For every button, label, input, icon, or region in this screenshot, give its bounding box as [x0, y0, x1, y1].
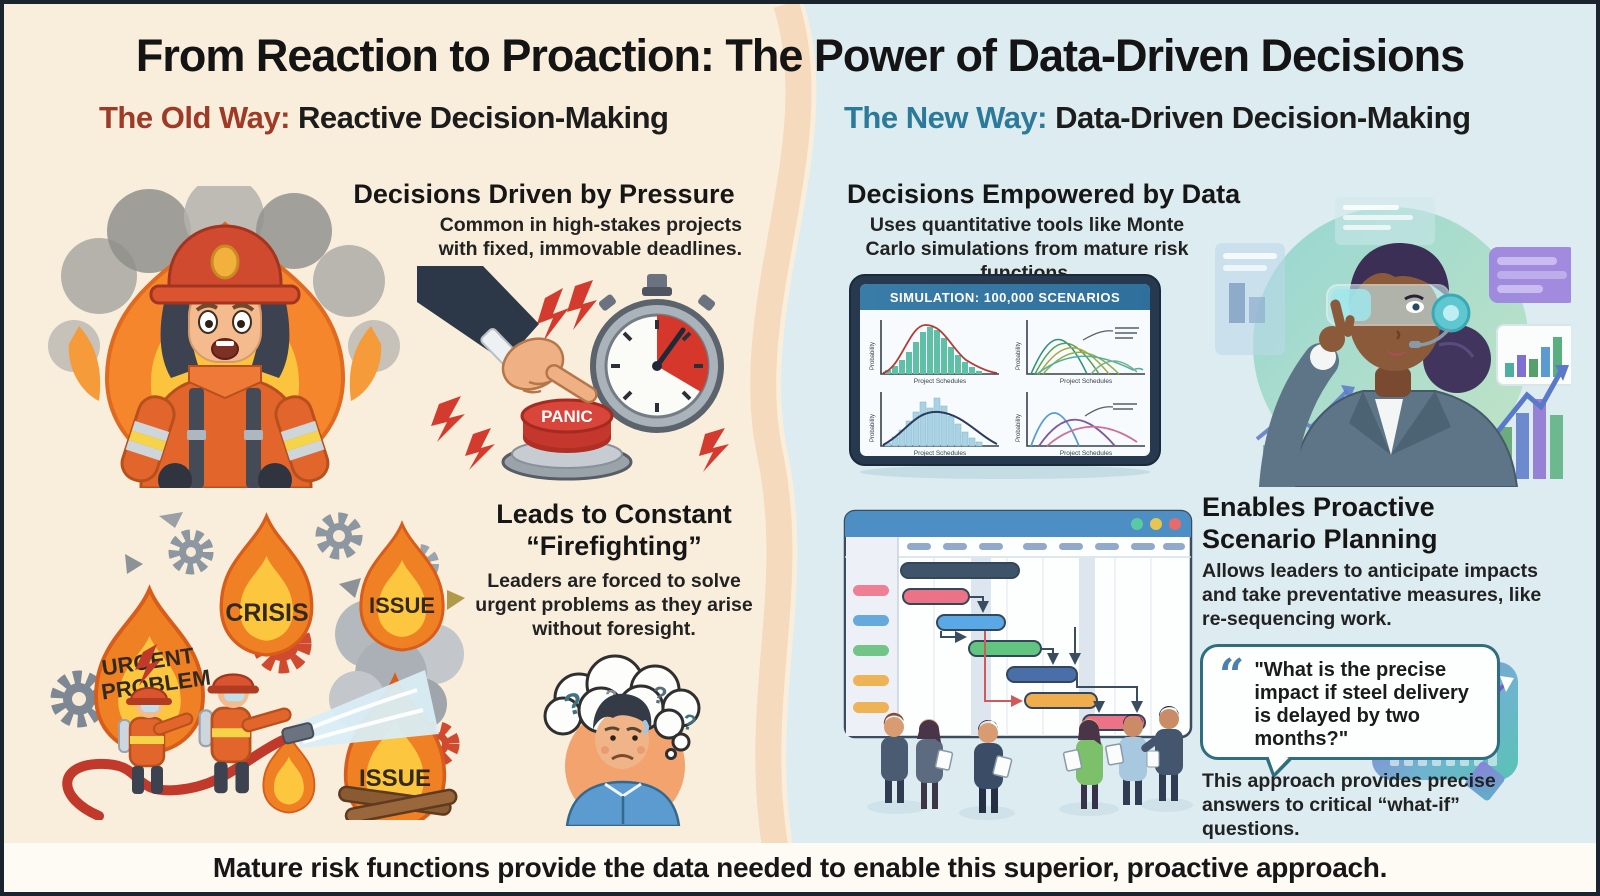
pointing-hand-icon	[417, 266, 598, 404]
old-way-heading-rest: Reactive Decision-Making	[289, 100, 669, 135]
footer-banner: Mature risk functions provide the data n…	[4, 843, 1596, 892]
window-minimize-icon[interactable]	[1131, 518, 1143, 530]
density-curves-chart: Probability Project Schedules	[1016, 392, 1145, 457]
svg-text:?: ?	[680, 709, 699, 737]
firefighting-scene-illustration: URGENT PROBLEM CRISIS ISSUE ISSUE	[50, 512, 465, 820]
histogram-chart: Probability Project Schedules	[870, 392, 999, 457]
panic-button-label: PANIC	[541, 407, 593, 426]
firefighting-body: Leaders are forced to solve urgent probl…	[475, 570, 753, 640]
scenario-curves-chart: Probability Project Schedules	[1016, 320, 1145, 385]
firefighter-figure	[118, 673, 292, 794]
old-way-heading: The Old Way: Reactive Decision-Making	[99, 100, 669, 136]
team-figures	[867, 705, 1193, 820]
holo-panel-icon	[1215, 197, 1435, 355]
proactive-title: Enables Proactive Scenario Planning	[1202, 492, 1438, 555]
quote-note: This approach provides precise answers t…	[1202, 770, 1496, 840]
quote-icon: “	[1219, 650, 1245, 701]
simulation-tablet-illustration: SIMULATION: 100,000 SCENARIOS Probabilit…	[849, 274, 1161, 479]
holo-bar-chart-icon	[1496, 324, 1571, 386]
stopwatch-icon	[590, 274, 724, 433]
quote-text: "What is the precise impact if steel del…	[1254, 659, 1469, 750]
pressure-body: Common in high-stakes projects with fixe…	[438, 214, 742, 260]
window-close-icon[interactable]	[1169, 518, 1181, 530]
new-way-heading-accent: The New Way:	[844, 100, 1048, 135]
flame-icon	[219, 514, 314, 657]
panic-button-illustration: PANIC	[417, 266, 729, 481]
svg-text:Probability: Probability	[1016, 342, 1022, 370]
svg-text:ISSUE: ISSUE	[369, 593, 435, 618]
pressure-title: Decisions Driven by Pressure	[353, 179, 735, 209]
histogram-chart: Probability Project Schedules	[870, 320, 999, 385]
quote-bubble: “ "What is the precise impact if steel d…	[1200, 644, 1500, 760]
svg-text:ISSUE: ISSUE	[359, 765, 431, 792]
footer-text: Mature risk functions provide the data n…	[212, 851, 1388, 883]
lightning-bolt-icon	[135, 644, 161, 686]
gantt-legend	[853, 585, 889, 713]
gantt-planning-illustration	[843, 509, 1193, 820]
dependency-arrows	[940, 596, 1143, 713]
new-way-heading: The New Way: Data-Driven Decision-Making	[844, 100, 1471, 136]
panicked-firefighter-illustration	[48, 186, 400, 488]
page-title: From Reaction to Proaction: The Power of…	[135, 30, 1465, 81]
holo-message-panel-icon	[1489, 247, 1571, 303]
worried-thinker-illustration: ? ? ? ?	[543, 654, 701, 826]
svg-text:Probability: Probability	[870, 414, 876, 442]
firefighting-title: Leads to Constant “Firefighting”	[496, 499, 732, 562]
flame-icon	[359, 522, 445, 652]
empowered-title: Decisions Empowered by Data	[847, 179, 1241, 209]
woman-figure	[1259, 243, 1519, 487]
svg-text:Project Schedules: Project Schedules	[914, 378, 967, 385]
svg-text:Probability: Probability	[1016, 414, 1022, 442]
window-restore-icon[interactable]	[1150, 518, 1162, 530]
svg-text:Project Schedules: Project Schedules	[1060, 450, 1113, 457]
old-way-heading-accent: The Old Way:	[99, 100, 290, 135]
svg-text:Project Schedules: Project Schedules	[1060, 378, 1113, 385]
ar-analyst-illustration	[1215, 197, 1571, 487]
firefighter-figure	[120, 224, 330, 488]
proactive-body: Allows leaders to anticipate impacts and…	[1202, 560, 1542, 630]
lightning-bolt-icon	[431, 280, 729, 472]
svg-text:Project Schedules: Project Schedules	[914, 450, 967, 457]
worried-man-figure	[565, 693, 681, 826]
panic-button[interactable]: PANIC	[501, 398, 633, 481]
critical-path-arrow	[984, 631, 1023, 707]
svg-text:?: ?	[650, 681, 669, 710]
svg-text:Probability: Probability	[870, 342, 876, 370]
svg-text:CRISIS: CRISIS	[225, 599, 308, 627]
tablet-header: SIMULATION: 100,000 SCENARIOS	[890, 290, 1120, 305]
gantt-window	[843, 509, 1193, 739]
new-way-heading-rest: Data-Driven Decision-Making	[1047, 100, 1471, 135]
campfire-logs-icon	[338, 785, 458, 820]
